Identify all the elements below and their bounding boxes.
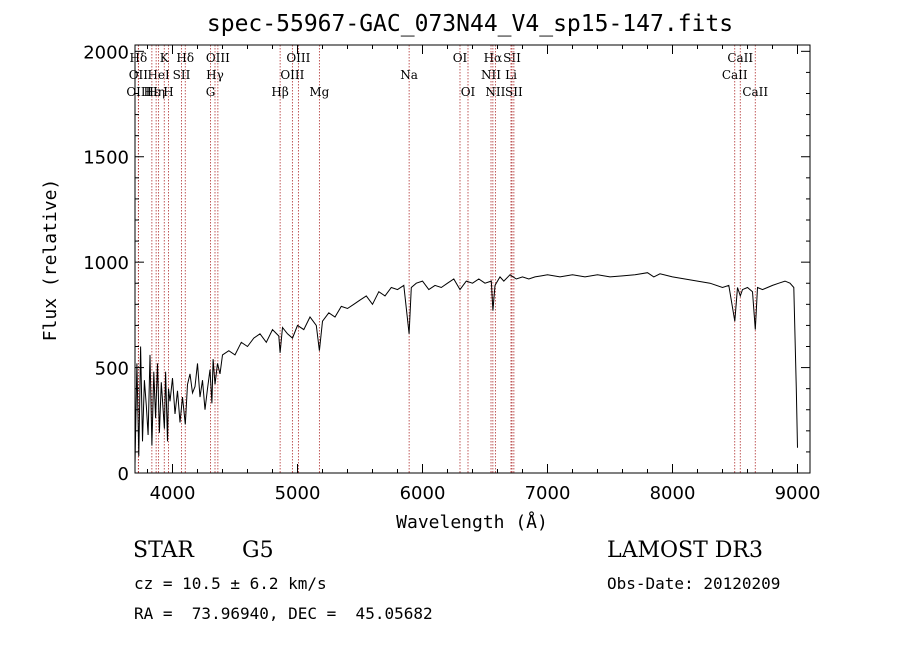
line-marker-label: Hγ (206, 68, 224, 82)
line-marker-label: OIII (286, 51, 310, 65)
spectrum-series (134, 272, 798, 465)
x-axis-label: Wavelength (Å) (396, 511, 548, 533)
line-marker-label: Hη (147, 85, 165, 99)
plot-frame (134, 44, 811, 474)
line-marker-label: SII (503, 51, 521, 65)
x-tick-label: 7000 (525, 483, 571, 504)
line-marker-label: G (206, 85, 216, 99)
line-marker-label: OI (461, 85, 476, 99)
line-marker-label: Hα (484, 51, 503, 65)
line-marker-label: CaII (727, 51, 753, 65)
line-marker-label: OIII (206, 51, 230, 65)
line-marker-label: OI (453, 51, 468, 65)
spectrum-line (134, 272, 798, 465)
x-tick-label: 8000 (650, 483, 696, 504)
line-marker-label: SII (505, 85, 523, 99)
x-tick-label: 6000 (400, 483, 446, 504)
object-subclass: G5 (242, 538, 274, 563)
y-tick-label: 0 (118, 464, 129, 485)
line-marker-label: HeI (147, 68, 170, 82)
obs-date: Obs-Date: 20120209 (607, 574, 781, 593)
coordinates: RA = 73.96940, DEC = 45.05682 (134, 604, 433, 623)
y-tick-label: 2000 (83, 42, 129, 63)
line-marker-label: NII (481, 68, 501, 82)
x-tick-label: 4000 (150, 483, 196, 504)
line-marker-label: NII (485, 85, 505, 99)
line-marker-label: Hβ (271, 85, 288, 99)
line-marker-label: Li (505, 68, 517, 82)
line-marker-label: OIII (126, 85, 150, 99)
line-marker-label: CaII (742, 85, 768, 99)
redshift-text: cz = 10.5 ± 6.2 km/s (134, 574, 327, 593)
y-tick-label: 1500 (83, 148, 129, 169)
line-marker-label: OIII (280, 68, 304, 82)
line-marker-label: CaII (722, 68, 748, 82)
axis-ticks: 4000 5000 6000 7000 8000 9000 0 500 1000 1500 2000 (83, 42, 820, 504)
x-tick-label: 5000 (275, 483, 321, 504)
object-class: STAR (133, 538, 194, 563)
y-tick-label: 500 (95, 359, 129, 380)
line-marker-label: Hδ (176, 51, 194, 65)
chart-title: spec-55967-GAC_073N44_V4_sp15-147.fits (207, 11, 733, 37)
y-axis-label: Flux (relative) (40, 179, 61, 342)
x-tick-label: 9000 (775, 483, 821, 504)
line-marker-label: K (160, 51, 170, 65)
line-marker-label: Na (400, 68, 418, 82)
y-tick-label: 1000 (83, 253, 129, 274)
line-marker-label: H (163, 85, 173, 99)
line-marker-label: SII (173, 68, 191, 82)
line-marker-label: Mg (309, 85, 329, 99)
survey-label: LAMOST DR3 (607, 538, 763, 563)
